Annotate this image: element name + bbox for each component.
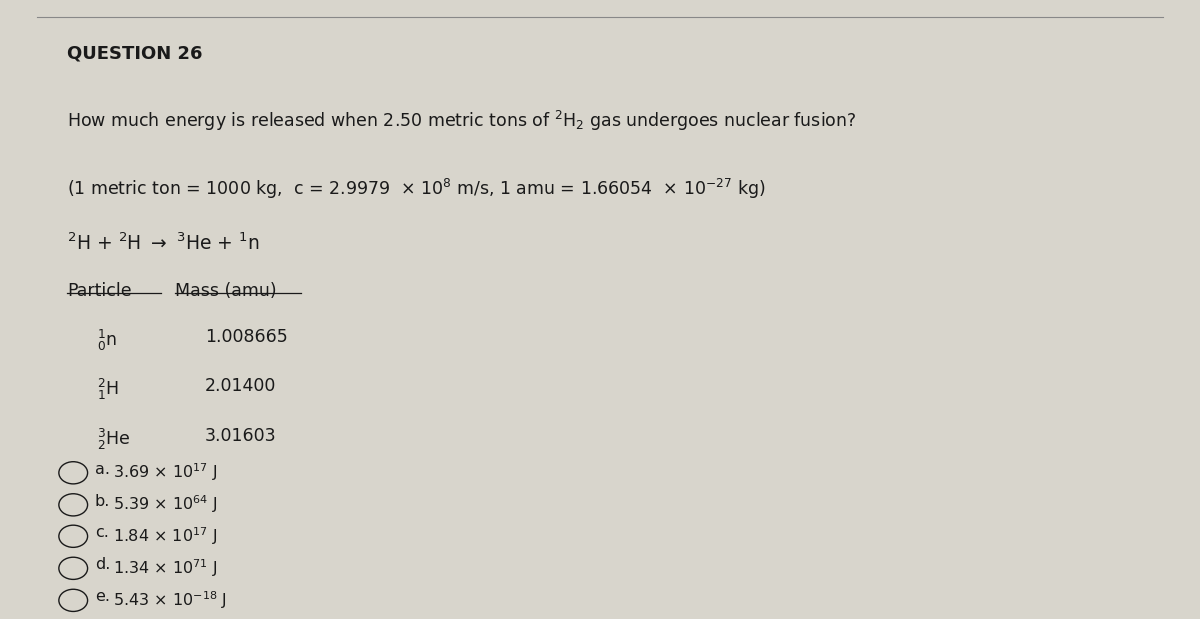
Text: 1.008665: 1.008665 (205, 328, 288, 346)
Text: 5.39 × 10$^{64}$ J: 5.39 × 10$^{64}$ J (113, 494, 217, 516)
Text: $^{3}_{2}$He: $^{3}_{2}$He (97, 426, 131, 452)
Text: 1.34 × 10$^{71}$ J: 1.34 × 10$^{71}$ J (113, 557, 217, 579)
Text: (1 metric ton = 1000 kg,  c = 2.9979  $\times$ 10$^{8}$ m/s, 1 amu = 1.66054  $\: (1 metric ton = 1000 kg, c = 2.9979 $\ti… (67, 177, 766, 201)
Text: d.: d. (95, 557, 110, 572)
Text: 5.43 × 10$^{−18}$ J: 5.43 × 10$^{−18}$ J (113, 589, 227, 611)
Text: $^{1}_{0}$n: $^{1}_{0}$n (97, 328, 118, 353)
Text: $^{2}_{1}$H: $^{2}_{1}$H (97, 378, 119, 402)
Text: 3.01603: 3.01603 (205, 426, 276, 444)
Text: 1.84 × 10$^{17}$ J: 1.84 × 10$^{17}$ J (113, 525, 217, 547)
Text: $^{2}$H + $^{2}$H $\rightarrow$ $^{3}$He + $^{1}$n: $^{2}$H + $^{2}$H $\rightarrow$ $^{3}$He… (67, 233, 260, 254)
Text: a.: a. (95, 462, 109, 477)
Text: Mass (amu): Mass (amu) (175, 282, 277, 300)
Text: b.: b. (95, 494, 110, 509)
Text: Particle: Particle (67, 282, 132, 300)
Text: c.: c. (95, 525, 109, 540)
Text: 2.01400: 2.01400 (205, 378, 276, 396)
Text: e.: e. (95, 589, 109, 604)
Text: 3.69 × 10$^{17}$ J: 3.69 × 10$^{17}$ J (113, 462, 217, 483)
Text: QUESTION 26: QUESTION 26 (67, 45, 203, 63)
Text: How much energy is released when 2.50 metric tons of $^{2}$H$_{2}$ gas undergoes: How much energy is released when 2.50 me… (67, 109, 857, 133)
